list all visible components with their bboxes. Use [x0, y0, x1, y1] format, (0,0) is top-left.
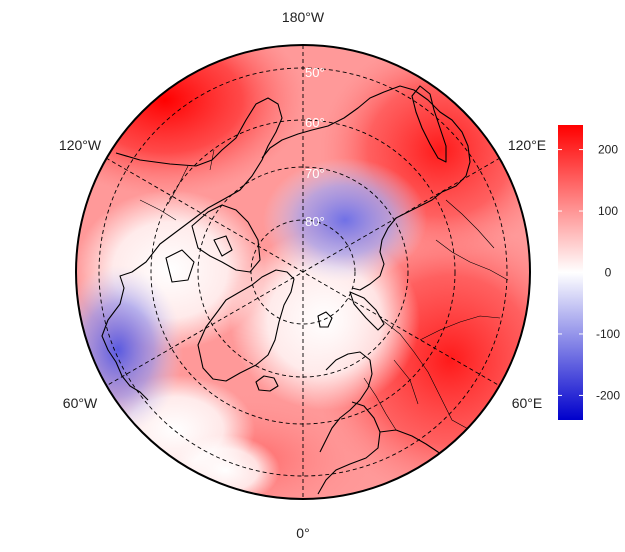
- canadian-archipelago-coast: [165, 204, 261, 283]
- country-borders: [139, 149, 509, 431]
- colorbar-tick-label: -200: [596, 388, 620, 402]
- longitude-label-upper-left: 120°W: [59, 137, 102, 153]
- north-america-coast: [101, 97, 283, 401]
- latitude-label-60: 60°: [305, 115, 325, 130]
- longitude-label-upper-right: 120°E: [508, 137, 546, 153]
- coastlines: [101, 85, 471, 495]
- kamchatka-coast: [411, 85, 447, 163]
- colorbar-tick-label: 200: [598, 143, 618, 157]
- latitude-label-70: 70°: [305, 166, 325, 181]
- greenland-coast: [197, 269, 295, 382]
- longitude-label-top: 180°W: [282, 9, 325, 25]
- longitude-label-bottom: 0°: [296, 525, 309, 541]
- field-region-gulf-neutral: [170, 435, 280, 499]
- siberia-coast: [261, 85, 471, 291]
- colorbar-gradient: [558, 125, 583, 420]
- border-north-america: [139, 149, 215, 221]
- longitude-label-lower-right: 60°E: [512, 395, 543, 411]
- colorbar-tick-label: -100: [596, 327, 620, 341]
- colorbar-ticks: 200 100 0 -100 -200: [558, 143, 620, 402]
- field-region-polar-negative: [263, 158, 427, 282]
- latitude-label-80: 80°: [305, 214, 325, 229]
- novaya-zemlya-coast: [349, 291, 385, 331]
- border-eurasia: [363, 199, 509, 431]
- meridian-120e-60w: [105, 157, 501, 387]
- graticule: [98, 45, 508, 499]
- map-boundary: [75, 44, 531, 500]
- colorbar-tick-label: 0: [605, 266, 612, 280]
- latitude-label-50: 50°: [305, 65, 325, 80]
- colorbar-tick-label: 100: [598, 204, 618, 218]
- anomaly-field: [76, 45, 530, 499]
- colorbar: 200 100 0 -100 -200: [558, 125, 620, 420]
- longitude-label-lower-left: 60°W: [63, 395, 98, 411]
- scandinavia-coast: [319, 351, 373, 453]
- svalbard-coast: [317, 311, 333, 328]
- iceland-coast: [255, 375, 279, 392]
- latitude-circle-80: [250, 219, 356, 325]
